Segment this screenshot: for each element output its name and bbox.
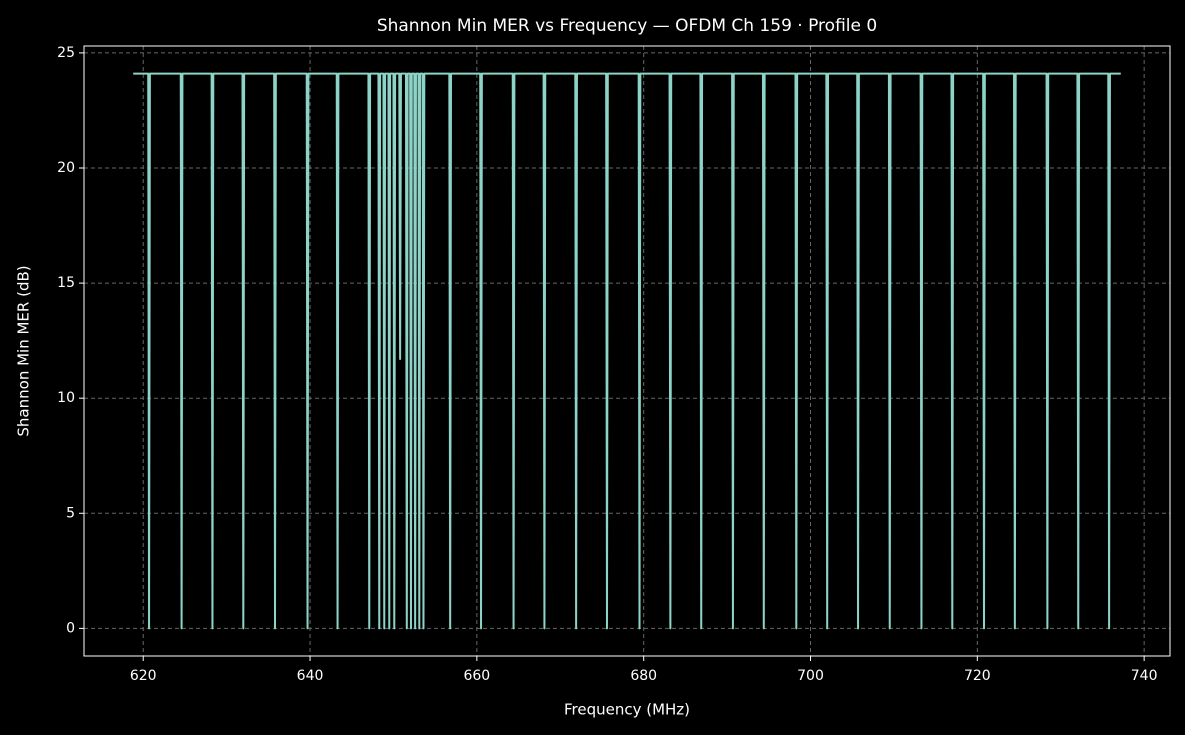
y-tick-label: 20 bbox=[57, 160, 75, 176]
x-axis-label: Frequency (MHz) bbox=[564, 701, 690, 719]
x-tick-label: 720 bbox=[964, 668, 991, 684]
y-tick-label: 15 bbox=[57, 275, 75, 291]
x-tick-label: 660 bbox=[463, 668, 490, 684]
x-tick-label: 740 bbox=[1131, 668, 1158, 684]
plot-frame bbox=[83, 45, 1171, 657]
y-tick-label: 0 bbox=[66, 620, 75, 636]
series-line bbox=[133, 72, 1121, 630]
y-tick-label: 10 bbox=[57, 390, 75, 406]
chart-title: Shannon Min MER vs Frequency — OFDM Ch 1… bbox=[377, 16, 877, 36]
x-tick-label: 620 bbox=[130, 668, 157, 684]
y-tick-label: 5 bbox=[66, 505, 75, 521]
x-tick-label: 680 bbox=[630, 668, 657, 684]
y-axis-label: Shannon Min MER (dB) bbox=[15, 265, 33, 436]
x-tick-label: 700 bbox=[797, 668, 824, 684]
x-tick-label: 640 bbox=[297, 668, 324, 684]
y-tick-label: 25 bbox=[57, 45, 75, 61]
